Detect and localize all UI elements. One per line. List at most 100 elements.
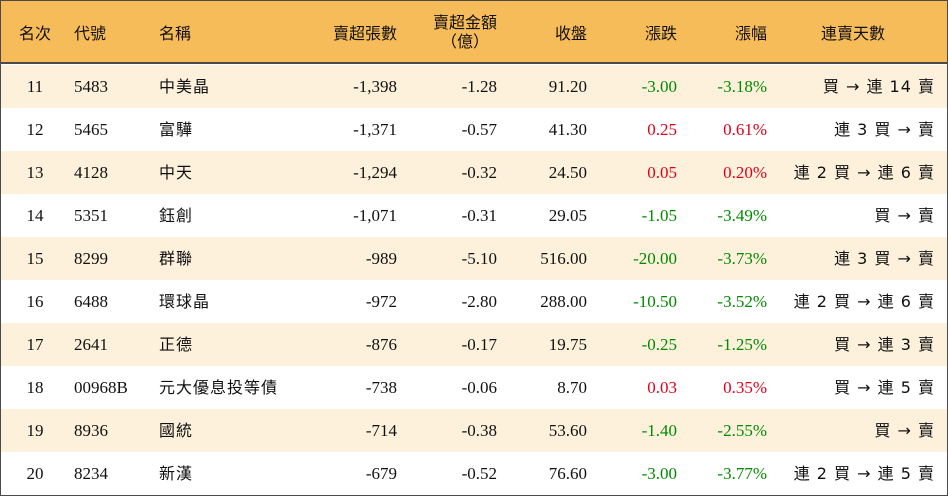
close-cell: 8.70 [557, 378, 587, 397]
close-cell: 24.50 [548, 163, 587, 182]
code-cell: 4128 [74, 163, 108, 182]
net-sell-amount-cell: -0.32 [461, 163, 497, 182]
close-cell: 29.05 [548, 206, 587, 225]
header-code[interactable]: 代號 [74, 23, 107, 43]
change-cell: -1.05 [641, 206, 677, 225]
net-sell-amount-cell: -0.06 [461, 378, 497, 397]
table-row[interactable]: 19 8936 國統 -714 -0.38 53.60 -1.40 -2.55% 買 → 賣 [1, 409, 947, 452]
name-cell: 環球晶 [159, 292, 211, 311]
rank-cell: 12 [26, 120, 44, 139]
rank-cell: 19 [26, 421, 44, 440]
net-sell-amount-cell: -0.31 [461, 206, 497, 225]
rank-cell: 17 [26, 335, 44, 354]
change-cell: -1.40 [641, 421, 677, 440]
change-pct-cell: 0.35% [723, 378, 767, 397]
code-cell: 8936 [74, 421, 108, 440]
table-row[interactable]: 15 8299 群聯 -989 -5.10 516.00 -20.00 -3.73% 連 3 買… [1, 237, 947, 280]
header-rank[interactable]: 名次 [18, 23, 51, 43]
table-row[interactable]: 18 00968B 元大優息投等債 -738 -0.06 8.70 0.03 0.35% 買 →… [1, 366, 947, 409]
net-sell-lots-cell: -989 [365, 249, 397, 268]
rank-cell: 11 [26, 77, 44, 96]
net-sell-lots-cell: -714 [365, 421, 397, 440]
table-row[interactable]: 14 5351 鈺創 -1,071 -0.31 29.05 -1.05 -3.49% 買 → 賣 [1, 194, 947, 237]
header-net-sell-amount-line2: （億） [440, 31, 489, 51]
code-cell: 5483 [74, 77, 108, 96]
close-cell: 53.60 [548, 421, 587, 440]
change-cell: -3.00 [641, 77, 677, 96]
rank-cell: 13 [26, 163, 44, 182]
change-cell: 0.25 [647, 120, 677, 139]
name-cell: 群聯 [159, 249, 194, 268]
header-change-pct[interactable]: 漲幅 [734, 23, 767, 43]
net-sell-amount-cell: -5.10 [461, 249, 497, 268]
change-cell: -3.00 [641, 464, 677, 483]
change-pct-cell: -3.77% [717, 464, 767, 483]
close-cell: 288.00 [540, 292, 587, 311]
header-close[interactable]: 收盤 [554, 23, 587, 43]
net-sell-lots-cell: -1,398 [353, 77, 397, 96]
name-cell: 中美晶 [159, 77, 211, 96]
net-sell-amount-cell: -0.52 [461, 464, 497, 483]
net-sell-amount-cell: -0.57 [461, 120, 497, 139]
header-net-sell-lots[interactable]: 賣超張數 [332, 23, 397, 43]
net-sell-lots-cell: -1,294 [353, 163, 397, 182]
name-cell: 鈺創 [159, 206, 194, 225]
code-cell: 8299 [74, 249, 108, 268]
header-change[interactable]: 漲跌 [644, 23, 677, 43]
change-pct-cell: -2.55% [717, 421, 767, 440]
change-pct-cell: -3.49% [717, 206, 767, 225]
code-cell: 2641 [74, 335, 108, 354]
streak-cell: 買 → 賣 [874, 421, 935, 440]
rank-cell: 18 [26, 378, 44, 397]
code-cell: 6488 [74, 292, 108, 311]
net-sell-lots-cell: -1,071 [353, 206, 397, 225]
change-pct-cell: -3.18% [717, 77, 767, 96]
table-row[interactable]: 13 4128 中天 -1,294 -0.32 24.50 0.05 0.20% 連 2 買 →… [1, 151, 947, 194]
name-cell: 正德 [159, 335, 194, 354]
name-cell: 新漢 [159, 464, 194, 483]
table-row[interactable]: 17 2641 正德 -876 -0.17 19.75 -0.25 -1.25% 買 → 連 3… [1, 323, 947, 366]
net-sell-amount-cell: -2.80 [461, 292, 497, 311]
header-net-sell-amount[interactable]: 賣超金額 （億） [401, 1, 497, 62]
close-cell: 91.20 [548, 77, 587, 96]
streak-cell: 連 2 買 → 連 6 賣 [793, 292, 935, 311]
streak-cell: 連 3 買 → 賣 [834, 249, 935, 268]
change-pct-cell: -1.25% [717, 335, 767, 354]
change-cell: 0.03 [647, 378, 677, 397]
code-cell: 8234 [74, 464, 108, 483]
streak-cell: 買 → 連 14 賣 [822, 77, 935, 96]
table-header: 名次 代號 名稱 賣超張數 賣超金額 （億） 收盤 漲跌 漲幅 連賣天數 [1, 1, 947, 64]
close-cell: 19.75 [548, 335, 587, 354]
net-sell-lots-cell: -972 [365, 292, 397, 311]
net-sell-lots-cell: -679 [365, 464, 397, 483]
name-cell: 元大優息投等債 [159, 378, 279, 397]
net-sell-lots-cell: -876 [365, 335, 397, 354]
rank-cell: 14 [26, 206, 44, 225]
change-pct-cell: 0.20% [723, 163, 767, 182]
change-pct-cell: 0.61% [723, 120, 767, 139]
change-cell: -0.25 [641, 335, 677, 354]
change-pct-cell: -3.52% [717, 292, 767, 311]
name-cell: 富驊 [159, 120, 194, 139]
net-sell-amount-cell: -0.17 [461, 335, 497, 354]
net-sell-lots-cell: -738 [365, 378, 397, 397]
code-cell: 5351 [74, 206, 108, 225]
table-row[interactable]: 16 6488 環球晶 -972 -2.80 288.00 -10.50 -3.52% 連 2 … [1, 280, 947, 323]
close-cell: 76.60 [548, 464, 587, 483]
rank-cell: 20 [26, 464, 44, 483]
change-pct-cell: -3.73% [717, 249, 767, 268]
close-cell: 516.00 [540, 249, 587, 268]
net-sell-amount-cell: -0.38 [461, 421, 497, 440]
table-row[interactable]: 20 8234 新漢 -679 -0.52 76.60 -3.00 -3.77% 連 2 買 →… [1, 452, 947, 495]
table-row[interactable]: 11 5483 中美晶 -1,398 -1.28 91.20 -3.00 -3.18% 買 → … [1, 65, 947, 108]
table-row[interactable]: 12 5465 富驊 -1,371 -0.57 41.30 0.25 0.61% 連 3 買 →… [1, 108, 947, 151]
header-streak[interactable]: 連賣天數 [820, 23, 885, 43]
change-cell: -20.00 [633, 249, 677, 268]
net-sell-amount-cell: -1.28 [461, 77, 497, 96]
header-name[interactable]: 名稱 [159, 23, 192, 43]
streak-cell: 連 3 買 → 賣 [834, 120, 935, 139]
streak-cell: 買 → 連 3 賣 [834, 335, 935, 354]
rank-cell: 16 [26, 292, 44, 311]
streak-cell: 連 2 買 → 連 6 賣 [793, 163, 935, 182]
